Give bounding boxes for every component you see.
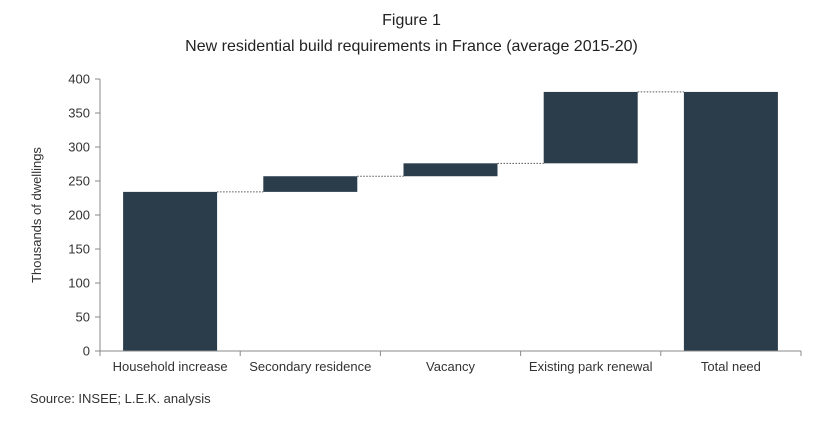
y-tick-label: 250 bbox=[68, 174, 90, 189]
bar bbox=[683, 91, 778, 352]
y-tick-label: 350 bbox=[68, 106, 90, 121]
y-axis-title: Thousands of dwellings bbox=[29, 147, 44, 283]
figure-label: Figure 1 bbox=[382, 12, 441, 29]
y-tick-label: 300 bbox=[68, 140, 90, 155]
x-axis-ticks: Household increase Secondary residence Vac… bbox=[99, 351, 802, 374]
bar bbox=[263, 176, 358, 192]
bar bbox=[123, 191, 218, 351]
bar bbox=[543, 91, 638, 164]
chart-title: New residential build requirements in Fr… bbox=[185, 38, 638, 55]
y-tick-label: 50 bbox=[76, 310, 90, 325]
x-tick-label: Secondary residence bbox=[249, 359, 371, 374]
x-tick-label: Existing park renewal bbox=[529, 359, 653, 374]
y-tick-label: 150 bbox=[68, 242, 90, 257]
x-tick-label: Vacancy bbox=[426, 359, 475, 374]
y-tick-label: 400 bbox=[68, 72, 90, 87]
y-axis-ticks: 0 50 100 150 200 250 300 350 400 bbox=[68, 72, 100, 359]
source-note: Source: INSEE; L.E.K. analysis bbox=[30, 391, 211, 406]
x-tick-label: Total need bbox=[701, 359, 761, 374]
x-tick-label: Household increase bbox=[113, 359, 228, 374]
y-tick-label: 100 bbox=[68, 276, 90, 291]
y-tick-label: 200 bbox=[68, 208, 90, 223]
bar bbox=[403, 163, 498, 177]
bars bbox=[123, 91, 778, 352]
y-tick-label: 0 bbox=[83, 344, 90, 359]
